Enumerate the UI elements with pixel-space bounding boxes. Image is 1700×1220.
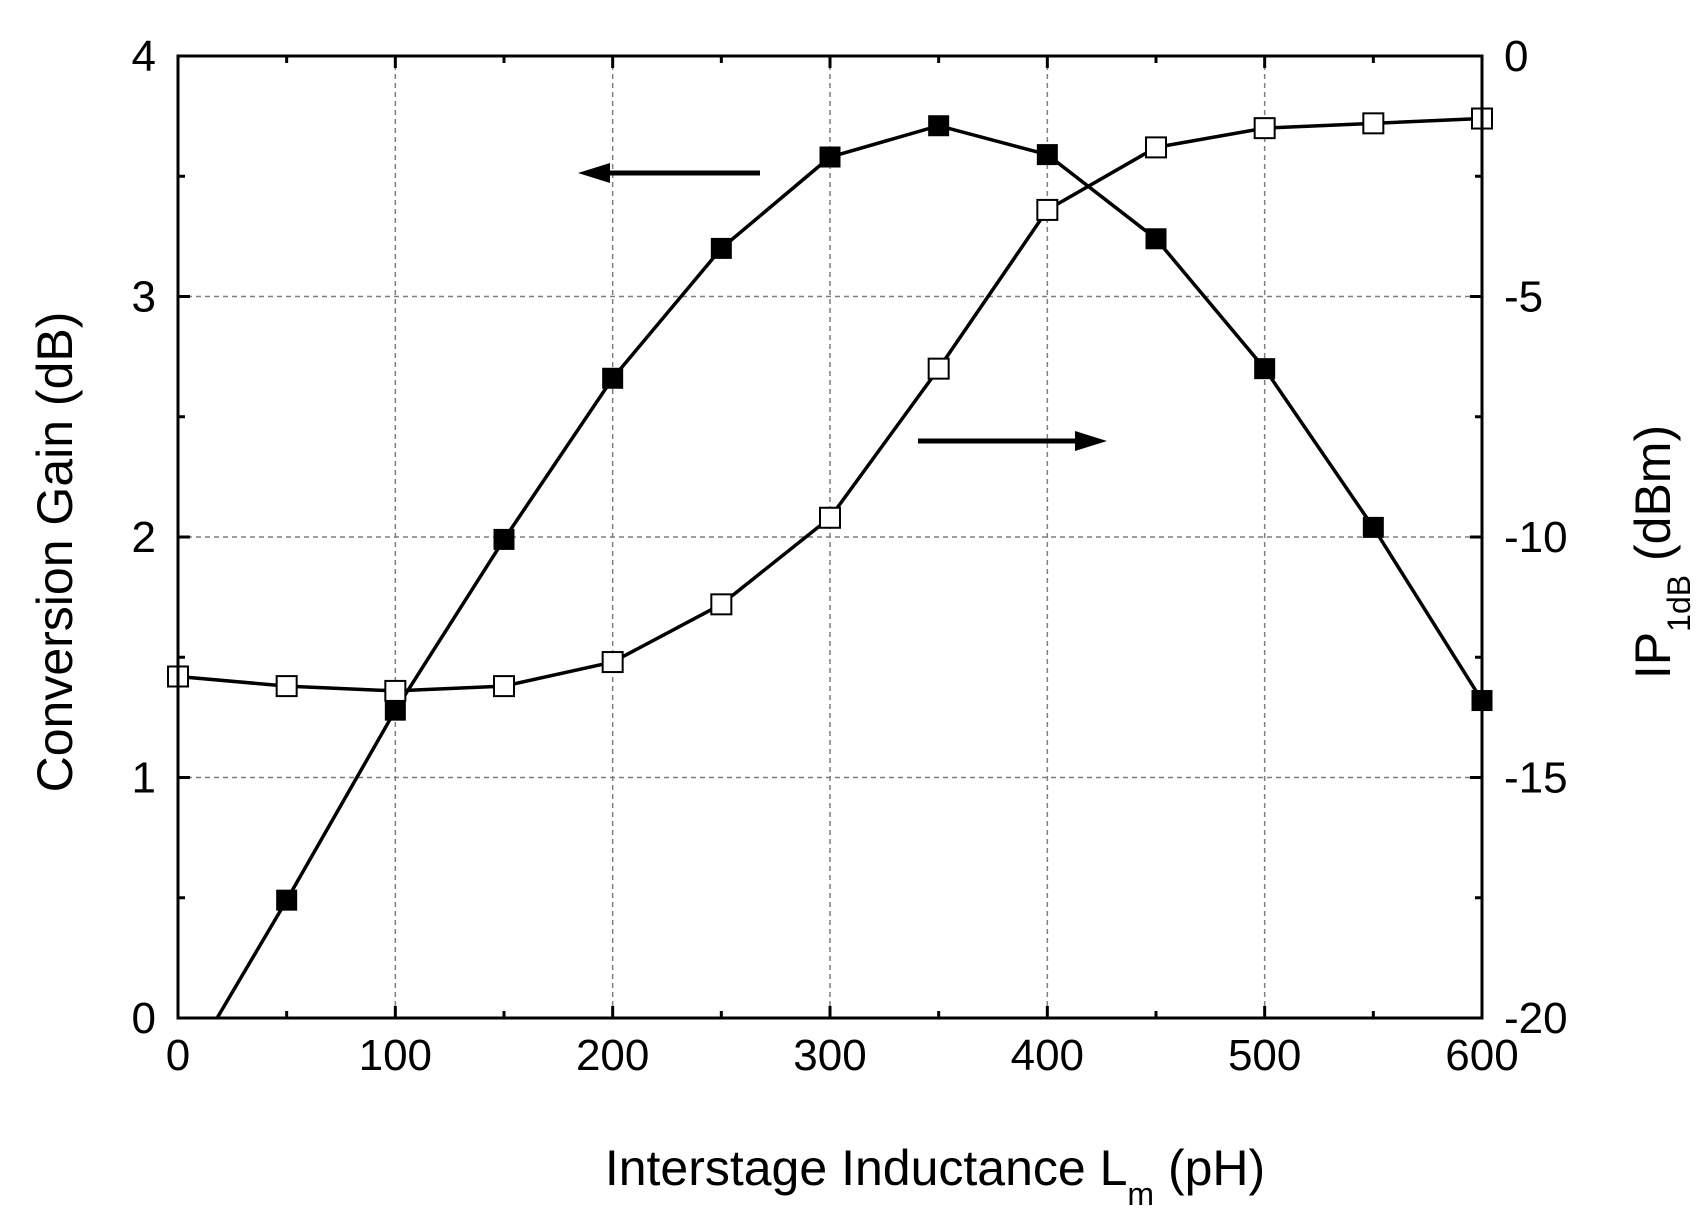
y-tick-label: 2 — [132, 513, 156, 562]
gain-point — [1145, 228, 1167, 250]
ip1db-point — [1253, 117, 1276, 140]
arrow-right-annotation — [918, 431, 1107, 451]
y2-axis-title-sub: 1dB — [1661, 575, 1697, 632]
gain-point — [1036, 144, 1058, 166]
series-line-0 — [215, 123, 1484, 1019]
x-tick-label: 100 — [359, 1031, 432, 1080]
gain-point — [384, 699, 406, 721]
x-tick-label: 400 — [1011, 1031, 1084, 1080]
x-axis-title-sub: m — [1127, 1176, 1154, 1212]
y2-axis-title-unit: (dBm) — [1625, 425, 1681, 575]
y2-tick-label: -10 — [1504, 513, 1568, 562]
ip1db-point — [1362, 112, 1385, 135]
y2-tick-label: -5 — [1504, 273, 1543, 322]
ip1db-point — [710, 593, 733, 616]
gain-point — [493, 528, 515, 550]
y2-axis-title: IP1dB (dBm) — [1625, 425, 1697, 679]
x-tick-label: 600 — [1445, 1031, 1518, 1080]
gain-point — [276, 889, 298, 911]
y2-tick-label: 0 — [1504, 32, 1528, 81]
y-tick-label: 3 — [132, 273, 156, 322]
ip1db-point — [275, 675, 298, 698]
ip1db-point — [1145, 136, 1167, 159]
y-tick-label: 1 — [132, 754, 156, 803]
plot-frame — [176, 54, 1484, 1020]
ip1db-point — [819, 506, 841, 529]
ip1db-point — [601, 651, 624, 674]
y-tick-label: 4 — [132, 32, 156, 81]
ip1db-point — [1036, 198, 1059, 221]
gain-point — [1362, 516, 1384, 538]
x-tick-label: 0 — [166, 1031, 190, 1080]
ip1db-point — [493, 675, 515, 698]
arrow-left-annotation — [578, 163, 760, 183]
ip1db-point — [384, 679, 407, 702]
grid-lines — [178, 56, 1482, 1018]
series-lines — [177, 116, 1484, 1019]
gain-point — [928, 115, 950, 137]
tick-labels: 0 100 200 300 400 500 600 0 1 2 3 4 0 -5 -10 -15 -20 — [132, 32, 1568, 1080]
gain-point — [602, 367, 624, 389]
x-axis-title-main: Interstage Inductance L — [605, 1140, 1128, 1196]
x-tick-label: 500 — [1228, 1031, 1301, 1080]
x-tick-label: 200 — [576, 1031, 649, 1080]
x-tick-label: 300 — [793, 1031, 866, 1080]
x-axis-title-unit: (pH) — [1154, 1140, 1265, 1196]
ip1db-point — [927, 357, 950, 380]
gain-point — [1254, 358, 1276, 380]
y-axis-title: Conversion Gain (dB) — [27, 312, 83, 793]
x-axis-title: Interstage Inductance Lm (pH) — [605, 1140, 1265, 1212]
gain-point — [710, 237, 732, 259]
y-tick-label: 0 — [132, 994, 156, 1043]
y2-axis-title-main: IP — [1625, 632, 1681, 679]
y2-tick-label: -15 — [1504, 754, 1568, 803]
gain-point — [819, 146, 841, 168]
y2-tick-label: -20 — [1504, 994, 1568, 1043]
